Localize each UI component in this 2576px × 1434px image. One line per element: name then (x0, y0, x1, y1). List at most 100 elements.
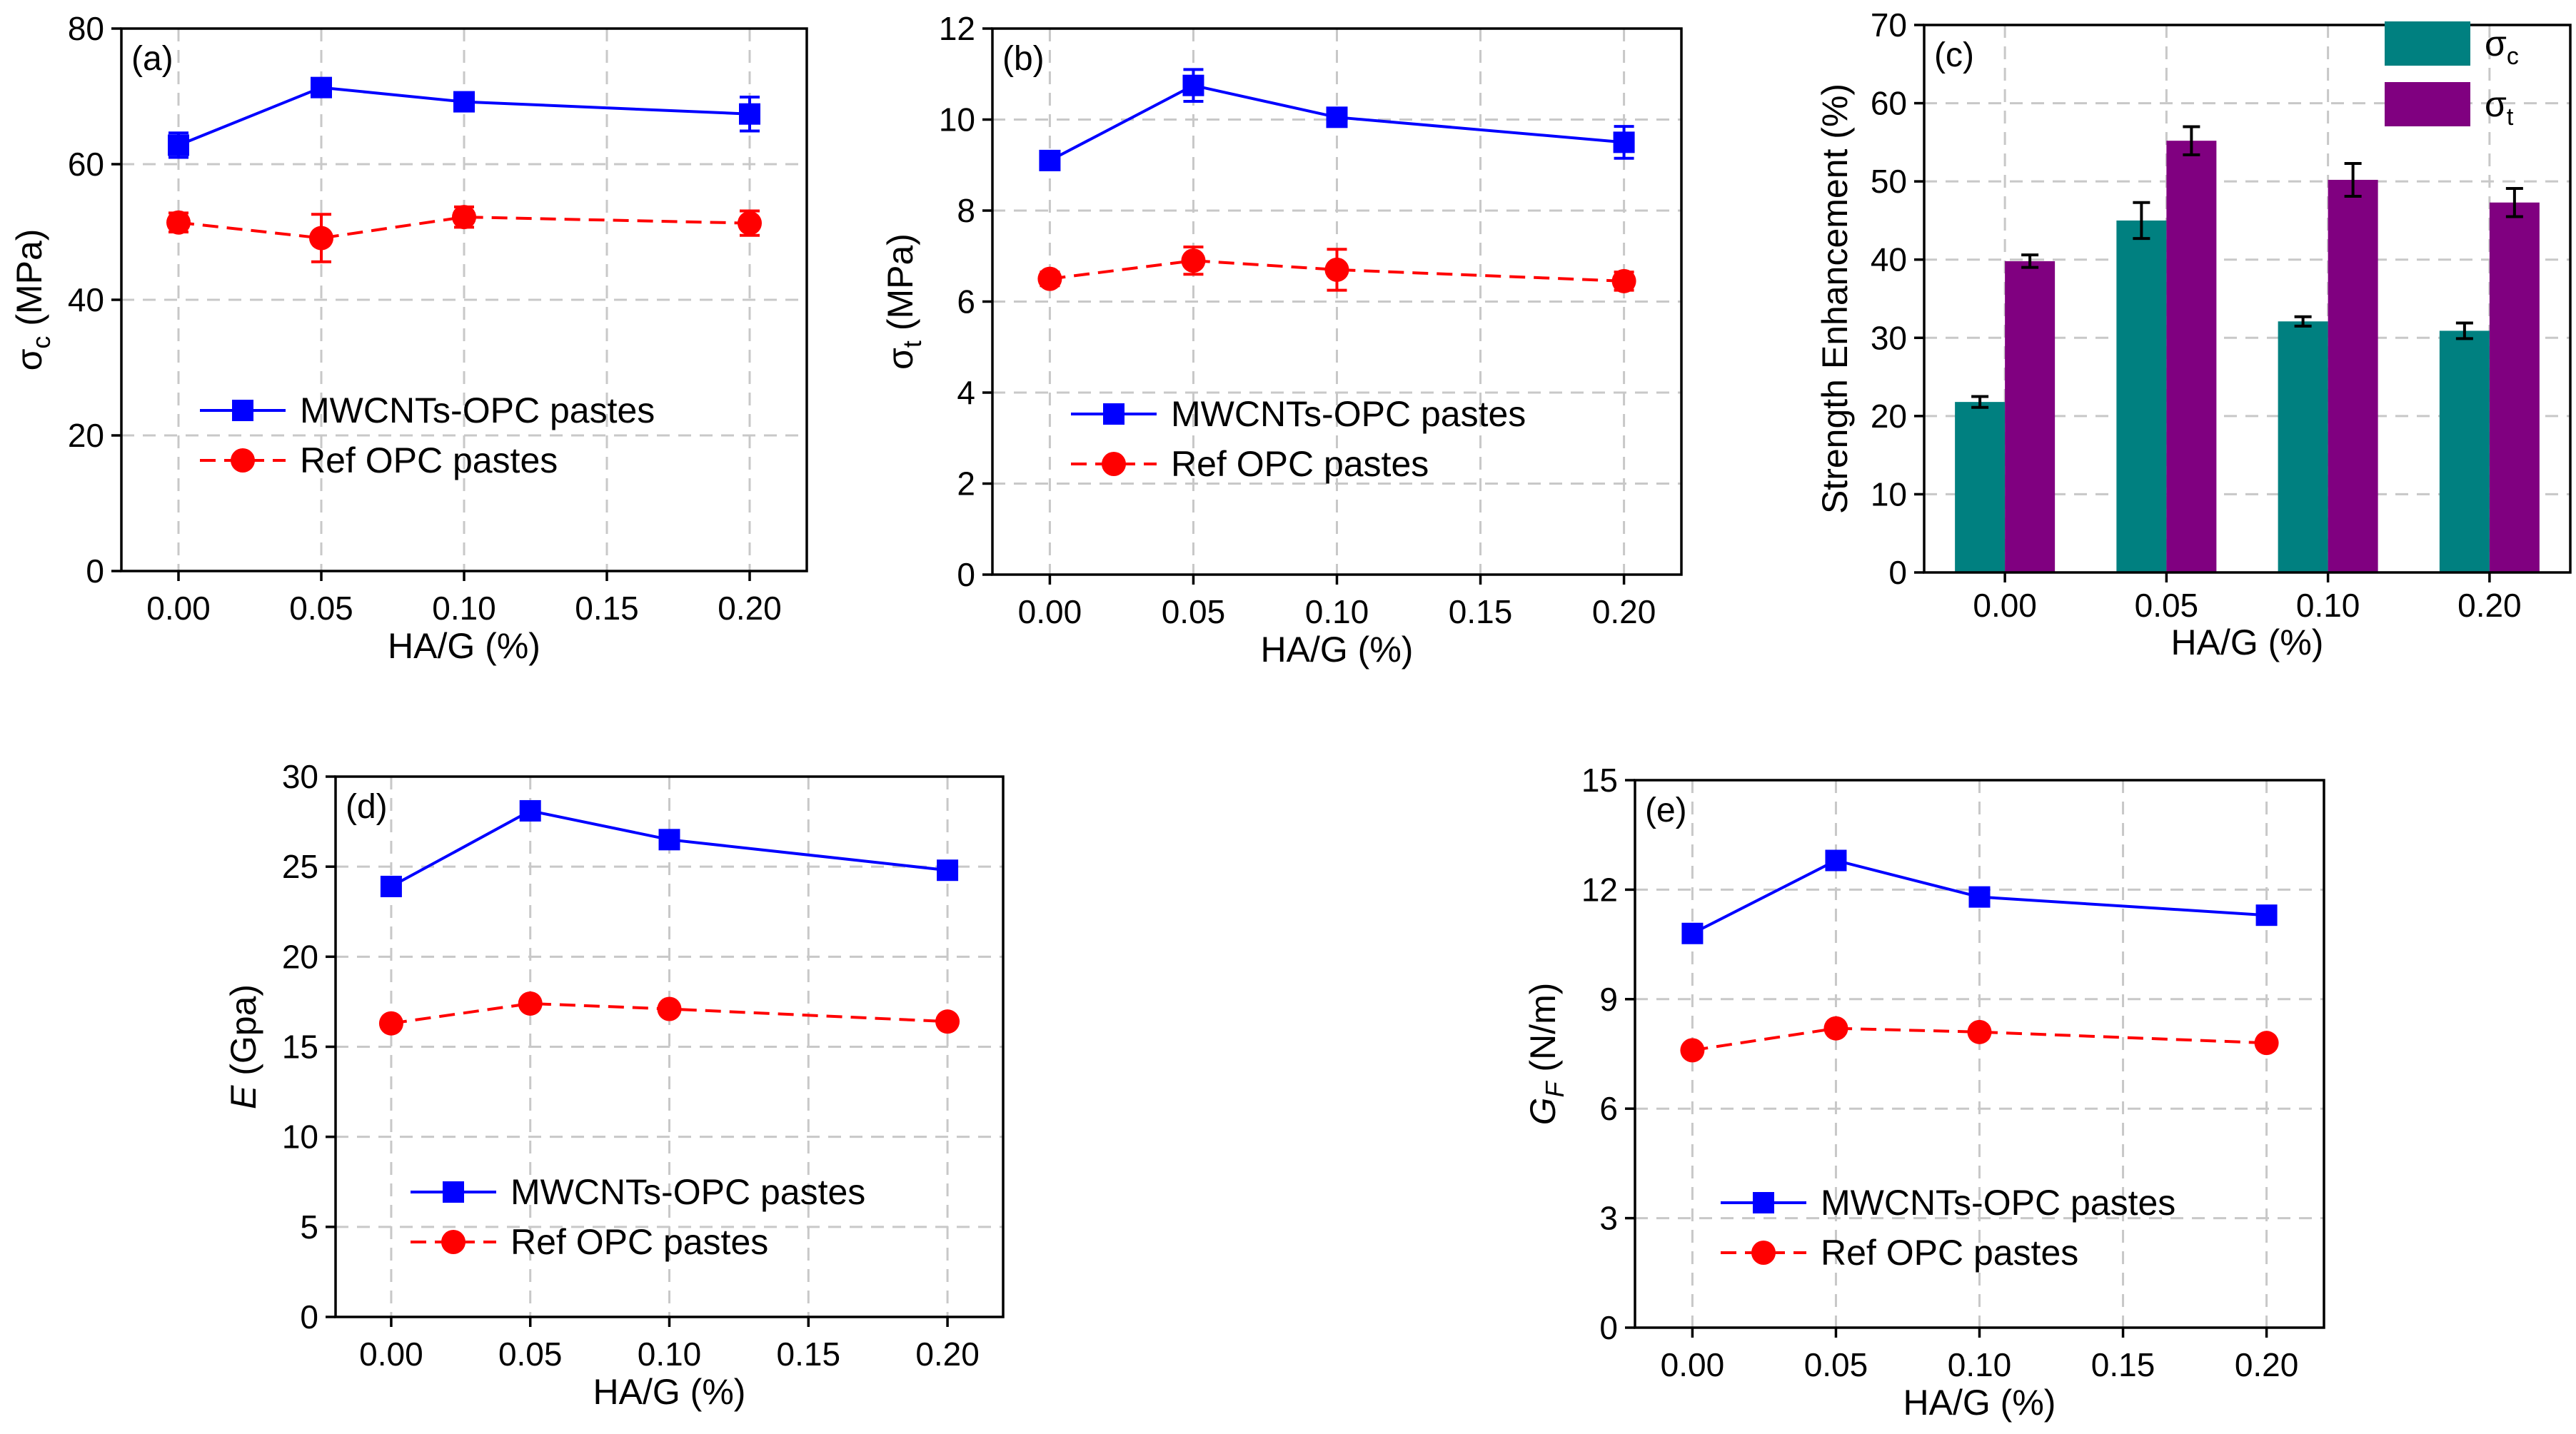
data-point-square (1039, 149, 1061, 171)
y-tick-label: 8 (957, 192, 975, 229)
y-tick-label: 20 (282, 938, 318, 975)
grid-lines (121, 29, 807, 571)
legend: MWCNTs-OPC pastes Ref OPC pastes (1071, 394, 1526, 484)
data-point-square (311, 76, 332, 99)
data-point-square (1182, 74, 1204, 96)
y-tick-label: 0 (300, 1298, 318, 1335)
bar (2489, 202, 2540, 572)
series-mwcnts-opc (168, 76, 760, 159)
data-point-circle (378, 1011, 403, 1036)
x-tick-label: 0.10 (432, 590, 496, 627)
legend-label: σc (2485, 24, 2519, 70)
legend-marker-square (1753, 1192, 1774, 1213)
x-tick-label: 0.10 (1948, 1346, 2012, 1383)
x-tick-label: 0.05 (1162, 593, 1226, 630)
y-tick-label: 20 (68, 417, 104, 454)
data-point-square (1825, 849, 1847, 872)
y-tick-label: 0 (957, 556, 975, 593)
legend-marker-square (232, 400, 253, 421)
x-tick-label: 0.15 (1449, 593, 1513, 630)
legend-swatch (2385, 82, 2470, 126)
legend-label: MWCNTs-OPC pastes (1821, 1183, 2175, 1223)
y-tick-label: 25 (282, 848, 318, 885)
y-tick-label: 30 (282, 758, 318, 795)
legend-label: MWCNTs-OPC pastes (510, 1172, 865, 1212)
x-axis-title: HA/G (%) (388, 626, 540, 666)
legend-marker-square (443, 1181, 464, 1203)
y-tick-label: 0 (86, 552, 104, 590)
y-axis-title: GF (N/m) (1523, 983, 1569, 1126)
data-point-circle (166, 210, 191, 235)
series-σt (2005, 125, 2540, 573)
legend-marker-circle (1751, 1241, 1776, 1265)
x-tick-label: 0.05 (1804, 1346, 1868, 1383)
legend-label: Ref OPC pastes (1821, 1233, 2078, 1273)
panel-label: (e) (1645, 792, 1687, 829)
chart-panel-d: 0.00 0.05 0.10 0.15 0.20 0 5 10 15 20 25 30 HA/G (%)… (223, 758, 1005, 1412)
data-point-square (937, 859, 959, 882)
series-line (1049, 84, 1624, 162)
data-point-circle (518, 991, 543, 1016)
x-tick-label: 0.00 (146, 590, 211, 627)
series-line (1691, 859, 2267, 935)
x-tick-label: 0.20 (2457, 587, 2522, 624)
x-tick-label: 0.20 (1592, 593, 1656, 630)
series-ref-opc (166, 205, 762, 263)
y-tick-label: 40 (1871, 241, 1907, 278)
series-mwcnts-opc (380, 799, 959, 897)
x-tick-label: 0.05 (498, 1335, 563, 1373)
data-point-circle (1611, 268, 1636, 293)
x-tick-label: 0.10 (638, 1335, 702, 1373)
x-axis-title: HA/G (%) (1261, 630, 1414, 670)
series-ref-opc (378, 991, 960, 1036)
y-tick-label: 9 (1599, 981, 1618, 1018)
legend-label: σt (2485, 84, 2514, 131)
legend: MWCNTs-OPC pastes Ref OPC pastes (200, 390, 655, 480)
x-axis-title: HA/G (%) (2171, 622, 2324, 662)
data-point-circle (452, 205, 476, 230)
data-point-square (739, 103, 760, 125)
data-point-circle (1823, 1016, 1848, 1041)
y-tick-label: 60 (68, 146, 104, 183)
x-tick-label: 0.15 (777, 1335, 841, 1373)
legend-marker-square (1103, 403, 1125, 425)
y-tick-label: 0 (1599, 1309, 1618, 1346)
y-axis-title: σt (MPa) (880, 233, 927, 370)
legend: MWCNTs-OPC pastes Ref OPC pastes (1721, 1183, 2175, 1273)
legend-swatch (2385, 21, 2470, 66)
series-line (178, 86, 750, 147)
y-tick-label: 0 (1888, 554, 1907, 591)
y-tick-label: 15 (1581, 762, 1618, 799)
data-point-circle (738, 211, 762, 236)
y-tick-label: 10 (1871, 475, 1907, 512)
y-tick-label: 40 (68, 281, 104, 318)
legend-marker-circle (231, 448, 255, 473)
bar (2278, 321, 2328, 572)
data-point-circle (935, 1009, 960, 1034)
x-tick-label: 0.10 (1305, 593, 1369, 630)
series-line (390, 809, 948, 888)
data-point-square (1613, 131, 1635, 153)
data-point-square (658, 829, 680, 851)
bar (2116, 220, 2167, 572)
panel-label: (a) (131, 40, 173, 78)
x-axis-title: HA/G (%) (593, 1372, 746, 1412)
y-tick-label: 70 (1871, 6, 1907, 44)
data-point-circle (1037, 266, 1062, 291)
data-point-circle (1324, 257, 1349, 282)
bar (2005, 261, 2056, 572)
legend-label: Ref OPC pastes (510, 1222, 768, 1262)
legend-label: Ref OPC pastes (1171, 444, 1429, 484)
grid-lines (1635, 780, 2324, 1328)
y-tick-label: 10 (282, 1119, 318, 1156)
y-tick-label: 50 (1871, 163, 1907, 200)
data-point-square (1681, 922, 1704, 944)
data-point-square (519, 799, 541, 822)
x-tick-label: 0.05 (289, 590, 353, 627)
data-point-circle (1181, 248, 1206, 273)
y-tick-label: 2 (957, 465, 975, 503)
x-tick-label: 0.20 (915, 1335, 980, 1373)
data-point-circle (1967, 1019, 1992, 1044)
y-tick-label: 5 (300, 1208, 318, 1246)
